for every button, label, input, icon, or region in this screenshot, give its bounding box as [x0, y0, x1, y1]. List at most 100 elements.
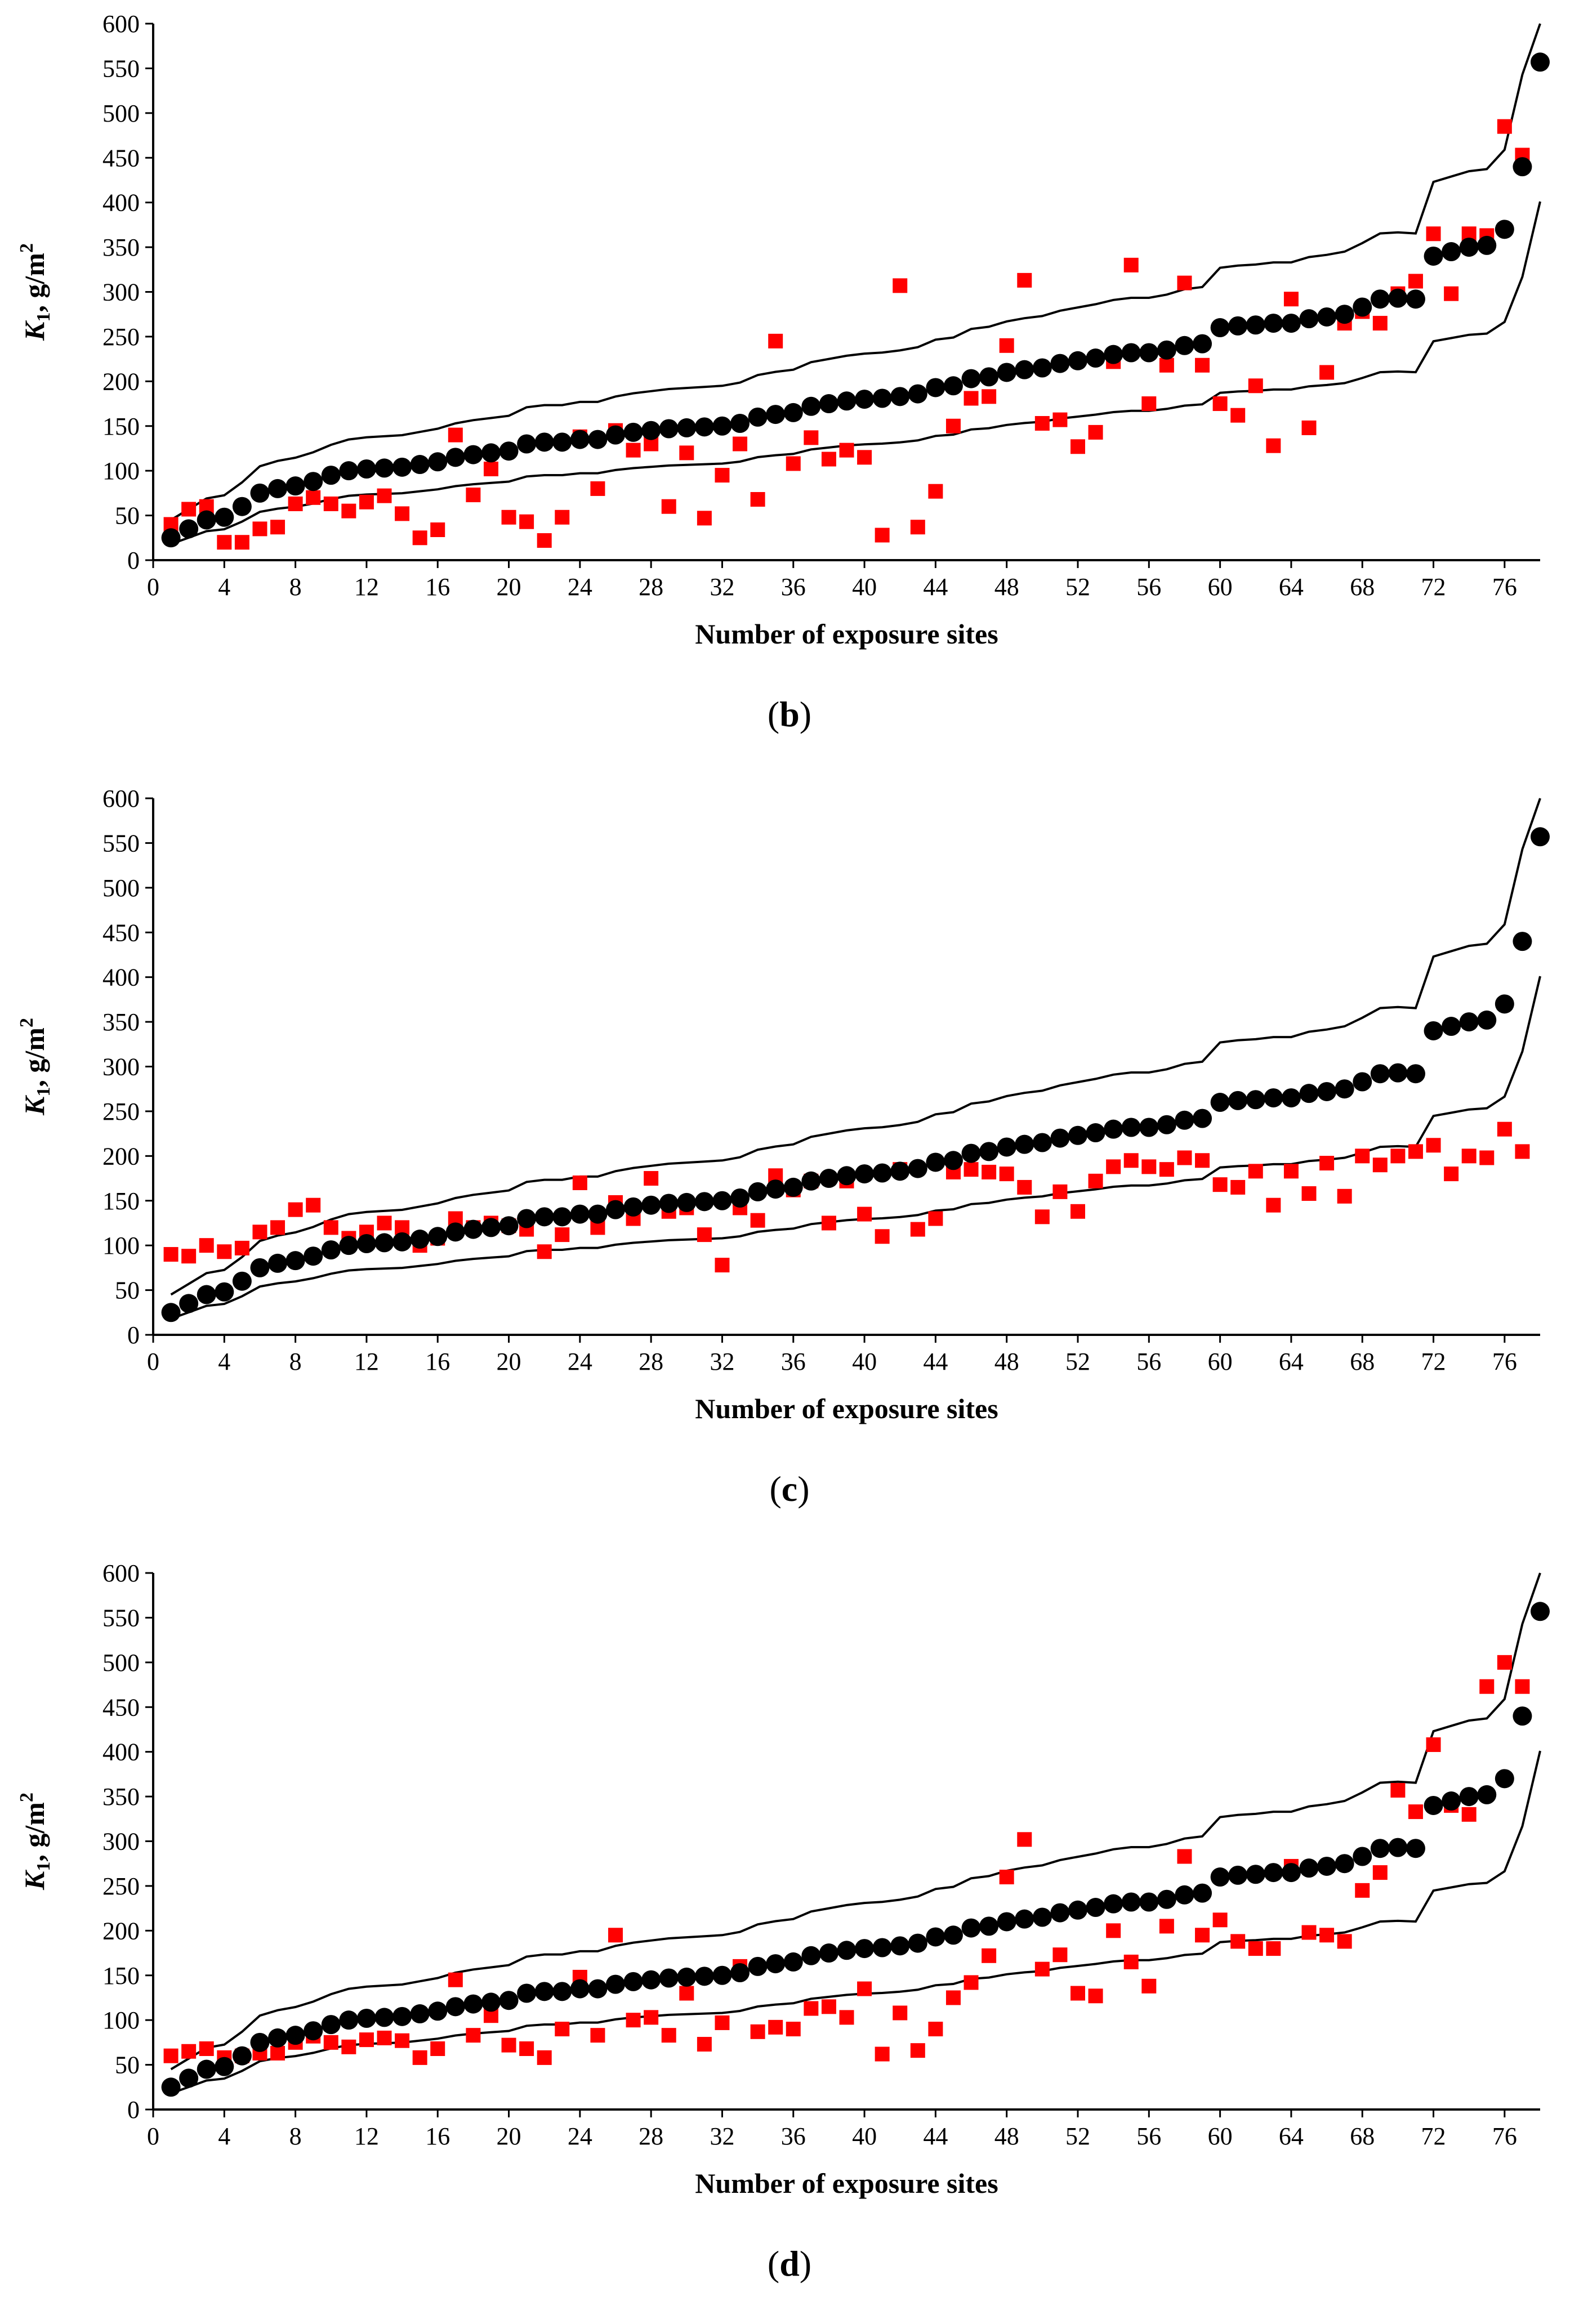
modeled-point [679, 1986, 694, 2001]
y-tick-label: 150 [102, 1962, 140, 1990]
observed-point [1477, 1785, 1497, 1804]
modeled-point [910, 1222, 925, 1237]
modeled-point [1070, 1986, 1085, 2001]
upper-bound-line [170, 23, 1541, 521]
observed-point [1121, 1118, 1141, 1137]
modeled-point [1337, 1188, 1352, 1204]
y-tick-label: 300 [102, 279, 140, 306]
modeled-point [1230, 1934, 1246, 1949]
modeled-point [1230, 1179, 1246, 1195]
observed-point [730, 1188, 750, 1208]
x-tick-label: 32 [710, 573, 734, 601]
observed-point [374, 458, 394, 478]
modeled-point [821, 1215, 836, 1231]
observed-point [1246, 1090, 1265, 1110]
observed-point [286, 476, 305, 496]
panel-caption-open: ( [769, 1469, 781, 1509]
observed-point [517, 1983, 537, 2003]
observed-point [215, 2057, 234, 2076]
observed-point [926, 1152, 945, 1172]
observed-point [979, 1142, 999, 1161]
modeled-point [1034, 1961, 1050, 1977]
observed-point [215, 1282, 234, 1302]
observed-point [1442, 242, 1461, 262]
observed-point [570, 430, 590, 449]
observed-point [161, 2077, 181, 2097]
observed-point [1228, 1091, 1248, 1110]
observed-point [677, 1192, 697, 1212]
observed-point [1068, 351, 1087, 370]
observed-point [304, 2021, 323, 2041]
observed-point [659, 419, 679, 439]
observed-point [908, 384, 927, 404]
modeled-point [750, 2024, 765, 2039]
modeled-point [1390, 1782, 1406, 1798]
observed-point [872, 388, 892, 408]
modeled-point [1159, 1162, 1174, 1177]
x-tick-label: 72 [1421, 2122, 1446, 2150]
observed-point [623, 1197, 643, 1217]
observed-point [1281, 314, 1301, 333]
observed-point [659, 1968, 679, 1988]
observed-point [926, 1927, 945, 1947]
observed-point [766, 1179, 786, 1199]
x-tick-label: 32 [710, 2122, 734, 2150]
observed-point [1513, 157, 1532, 177]
observed-point [1104, 345, 1123, 364]
modeled-point [768, 333, 783, 348]
x-tick-label: 56 [1136, 1348, 1161, 1375]
modeled-point [1283, 1164, 1299, 1179]
modeled-point [1212, 1912, 1228, 1928]
y-tick-label: 200 [102, 1917, 140, 1945]
x-tick-label: 72 [1421, 1348, 1446, 1375]
x-tick-label: 40 [852, 573, 877, 601]
x-tick-label: 64 [1279, 573, 1304, 601]
observed-point [1228, 316, 1248, 336]
observed-point [979, 1916, 999, 1936]
x-axis-title: Number of exposure sites [695, 618, 998, 650]
observed-point [1424, 246, 1443, 266]
observed-point [641, 1195, 661, 1215]
observed-point [1406, 1839, 1425, 1858]
modeled-point [1390, 1148, 1406, 1164]
modeled-point [644, 1171, 659, 1186]
observed-point [1157, 1115, 1176, 1134]
observed-point [356, 459, 376, 479]
observed-point [179, 1294, 199, 1313]
modeled-point [1266, 1197, 1281, 1213]
observed-point [623, 422, 643, 442]
modeled-point [270, 2045, 286, 2061]
modeled-point [306, 1197, 321, 1213]
observed-point [215, 507, 234, 527]
y-axis-title: K1, g/m2 [16, 1018, 54, 1116]
upper-bound-line [170, 1572, 1541, 2071]
modeled-point [1141, 1978, 1157, 1994]
modeled-point [1319, 1928, 1335, 1943]
observed-point [1442, 1791, 1461, 1811]
modeled-point [537, 533, 552, 548]
modeled-point [181, 2044, 197, 2059]
modeled-point [483, 461, 498, 476]
modeled-point [288, 496, 303, 511]
modeled-point [288, 1202, 303, 1217]
modeled-point [982, 1164, 997, 1179]
observed-point [1015, 1909, 1034, 1929]
modeled-point [1248, 378, 1263, 394]
observed-point [1370, 289, 1390, 309]
observed-point [677, 418, 697, 437]
observed-point [1032, 1133, 1052, 1152]
observed-point [232, 1271, 252, 1291]
modeled-point [928, 484, 943, 499]
observed-point [179, 2068, 199, 2088]
modeled-point [1372, 1157, 1388, 1173]
modeled-point [857, 1206, 872, 1222]
modeled-point [1283, 292, 1299, 307]
x-tick-label: 56 [1136, 2122, 1161, 2150]
modeled-point [519, 2041, 534, 2056]
observed-point [1335, 305, 1354, 324]
observed-point [837, 1166, 857, 1186]
observed-point [1495, 1769, 1514, 1789]
observed-point [1353, 1072, 1372, 1092]
observed-point [1068, 1900, 1087, 1920]
